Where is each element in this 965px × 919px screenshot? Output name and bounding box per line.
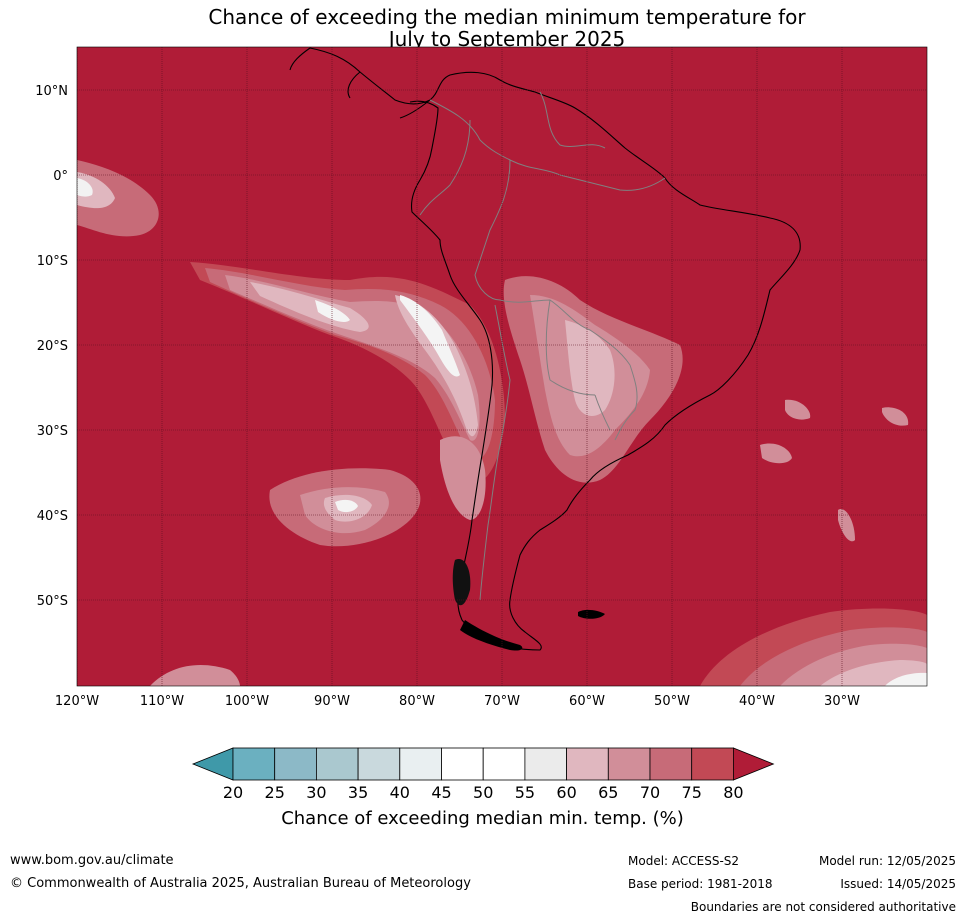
probability-contours — [77, 47, 927, 686]
latitude-tick-label: 10°N — [35, 84, 68, 99]
colorbar-tick-label: 55 — [515, 783, 535, 802]
colorbar-tick-label: 70 — [640, 783, 660, 802]
footer-disclaimer: Boundaries are not considered authoritat… — [690, 900, 956, 914]
contour-band-50 — [885, 672, 927, 686]
contour-band-65 — [760, 443, 792, 464]
longitude-labels: 120°W 110°W 100°W 90°W 80°W 70°W 60°W 50°W 40°W 3… — [55, 694, 860, 709]
colorbar-tick-label: 50 — [473, 783, 493, 802]
colorbar-tick-label: 75 — [682, 783, 702, 802]
contour-band-70 — [77, 160, 159, 237]
colorbar-tick-label: 60 — [556, 783, 576, 802]
contour-band-65 — [150, 665, 240, 686]
graticule — [77, 47, 927, 686]
colorbar-tick-label: 40 — [390, 783, 410, 802]
longitude-tick-label: 60°W — [569, 694, 605, 709]
latitude-tick-label: 20°S — [37, 339, 68, 354]
contour-band-60 — [77, 172, 115, 209]
colorbar-label: Chance of exceeding median min. temp. (%… — [281, 808, 684, 829]
latitude-tick-label: 40°S — [37, 509, 68, 524]
longitude-tick-label: 50°W — [654, 694, 690, 709]
colorbar-tick-label: 65 — [598, 783, 618, 802]
latitude-tick-label: 10°S — [37, 254, 68, 269]
contour-band-50 — [335, 499, 358, 513]
colorbar-segment — [566, 747, 609, 781]
colorbar-tick-label: 30 — [306, 783, 326, 802]
footer-issued: Issued: 14/05/2025 — [840, 877, 956, 891]
latitude-tick-label: 0° — [53, 169, 68, 184]
latitude-tick-label: 50°S — [37, 594, 68, 609]
footer-copyright: © Commonwealth of Australia 2025, Austra… — [10, 876, 471, 891]
contour-band-65 — [882, 407, 909, 426]
colorbar-segment — [524, 747, 568, 781]
latitude-tick-label: 30°S — [37, 424, 68, 439]
chile-archipelago — [452, 559, 471, 606]
colorbar-segment — [357, 747, 401, 781]
footer-website[interactable]: www.bom.gov.au/climate — [10, 853, 174, 868]
contour-band-65 — [440, 436, 486, 520]
colorbar-segment — [274, 747, 317, 781]
colorbar-segment — [607, 747, 651, 781]
country-borders — [419, 91, 666, 601]
contour-band-50 — [315, 300, 350, 323]
colorbar: 20 25 30 35 40 45 50 55 60 65 70 75 80 — [191, 747, 775, 802]
colorbar-segment — [399, 747, 442, 781]
colorbar-segment — [649, 747, 693, 781]
falkland-islands — [578, 609, 605, 619]
longitude-tick-label: 110°W — [140, 694, 184, 709]
colorbar-segment — [315, 747, 359, 781]
longitude-tick-label: 120°W — [55, 694, 99, 709]
longitude-tick-label: 80°W — [399, 694, 435, 709]
longitude-tick-label: 100°W — [225, 694, 269, 709]
colorbar-extend-high — [733, 747, 775, 781]
contour-band-60 — [395, 295, 478, 437]
colorbar-tick-label: 80 — [723, 783, 743, 802]
footer-base-period: Base period: 1981-2018 — [628, 877, 773, 891]
longitude-tick-label: 30°W — [824, 694, 860, 709]
colorbar-tick-label: 25 — [265, 783, 285, 802]
footer-model: Model: ACCESS-S2 — [628, 854, 740, 868]
latitude-labels: 10°N 0° 10°S 20°S 30°S 40°S 50°S — [35, 84, 68, 609]
central-america-coastline — [289, 47, 431, 119]
chart-title-line-1: Chance of exceeding the median minimum t… — [208, 5, 806, 29]
contour-band-60 — [565, 320, 615, 416]
longitude-tick-label: 90°W — [314, 694, 350, 709]
colorbar-segment — [691, 747, 734, 781]
footer-model-run: Model run: 12/05/2025 — [818, 854, 956, 868]
longitude-tick-label: 70°W — [484, 694, 520, 709]
contour-band-65 — [785, 399, 811, 420]
colorbar-tick-label: 35 — [348, 783, 368, 802]
colorbar-segment — [441, 747, 484, 781]
map-background — [77, 47, 927, 686]
longitude-tick-label: 40°W — [739, 694, 775, 709]
colorbar-extend-low — [191, 747, 234, 781]
colorbar-segment — [482, 747, 526, 781]
contour-band-50 — [400, 295, 460, 377]
contour-band-50 — [77, 178, 93, 197]
map-frame — [76, 46, 928, 687]
colorbar-tick-label: 45 — [431, 783, 451, 802]
colorbar-segment — [232, 747, 276, 781]
south-america-coastline — [309, 47, 801, 651]
colorbar-tick-label: 20 — [223, 783, 243, 802]
chart-title-line-2: July to September 2025 — [388, 27, 626, 51]
tierra-del-fuego — [460, 620, 523, 651]
